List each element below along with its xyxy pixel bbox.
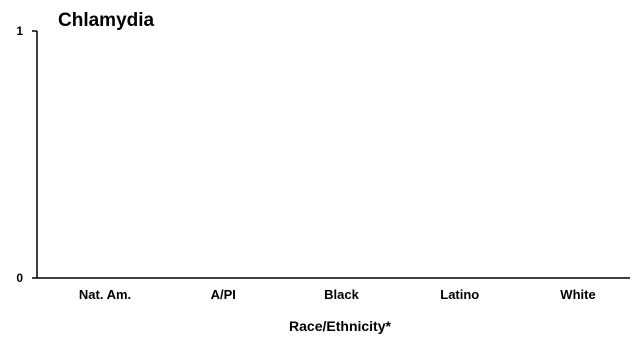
y-tick-label-1: 1 [16, 24, 23, 38]
x-axis-title: Race/Ethnicity* [289, 318, 391, 334]
y-axis-ticks: 01 [16, 24, 37, 285]
x-tick-label-2: Black [324, 287, 359, 302]
x-axis-labels: Nat. Am. A/PI Black Latino White [79, 287, 596, 302]
x-tick-label-1: A/PI [211, 287, 236, 302]
x-tick-label-3: Latino [440, 287, 479, 302]
x-tick-label-0: Nat. Am. [79, 287, 131, 302]
x-tick-label-4: White [560, 287, 595, 302]
y-tick-label-0: 0 [16, 271, 23, 285]
chart-title: Chlamydia [58, 10, 155, 31]
